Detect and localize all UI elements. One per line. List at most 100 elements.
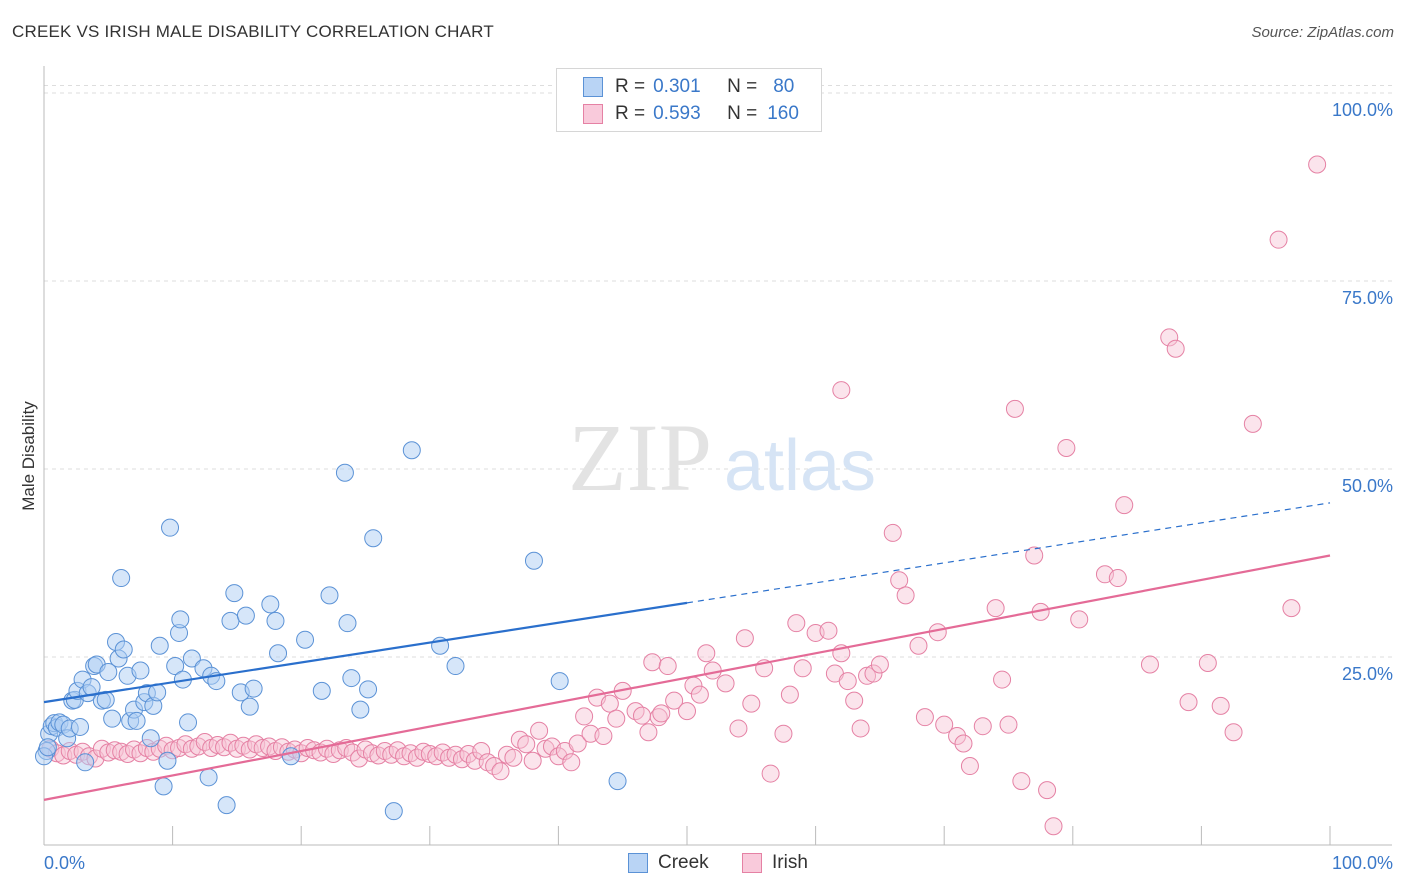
irish-point	[626, 702, 645, 721]
creek-point	[364, 529, 383, 548]
legend-n-label: N =	[727, 103, 758, 124]
legend-r-label: R =	[615, 76, 646, 97]
x-tick-label: 0.0%	[44, 853, 85, 873]
irish-point	[690, 685, 709, 704]
irish-point	[845, 691, 864, 710]
legend-n-value: 160	[767, 103, 799, 124]
irish-point	[1282, 599, 1301, 618]
irish-point	[632, 706, 651, 725]
irish-legend-swatch-icon	[742, 853, 762, 873]
irish-point	[864, 664, 883, 683]
irish-point	[652, 704, 671, 723]
irish-point	[935, 715, 954, 734]
creek-point	[166, 657, 185, 676]
watermark: ZIP atlas	[568, 404, 876, 511]
irish-point	[1108, 569, 1127, 588]
legend-row-irish: R = 0.593 N = 160	[583, 102, 799, 126]
irish-point	[1012, 772, 1031, 791]
irish-point	[465, 751, 484, 770]
bottom-legend-irish: Irish	[742, 852, 808, 874]
irish-point	[915, 708, 934, 727]
legend-n-label: N =	[727, 76, 758, 97]
irish-point	[999, 715, 1018, 734]
irish-point	[1269, 230, 1288, 249]
creek-point	[141, 729, 160, 748]
irish-point	[643, 653, 662, 672]
irish-point	[870, 655, 889, 674]
irish-point	[1198, 654, 1217, 673]
creek-point	[312, 681, 331, 700]
creek-point	[281, 747, 300, 766]
irish-point	[510, 730, 529, 749]
irish-point	[954, 734, 973, 753]
creek-point	[524, 551, 543, 570]
creek-point	[38, 738, 57, 757]
legend-n-value: 80	[773, 76, 795, 97]
irish-point	[504, 748, 523, 767]
irish-point	[774, 724, 793, 743]
creek-point	[161, 518, 180, 537]
y-tick-label: 100.0%	[1332, 100, 1393, 120]
irish-point	[973, 717, 992, 736]
creek-point	[359, 680, 378, 699]
irish-point	[1057, 438, 1076, 457]
irish-point	[1308, 155, 1327, 174]
creek-point	[240, 697, 259, 716]
irish-point	[260, 737, 279, 756]
irish-point	[678, 702, 696, 721]
irish-point	[639, 723, 658, 742]
creek-point	[261, 595, 280, 614]
creek-point	[96, 690, 115, 709]
legend: R = 0.301 N = 80 R = 0.593 N = 160	[556, 68, 822, 132]
irish-point	[735, 629, 754, 648]
creek-point	[221, 611, 240, 630]
y-axis-label: Male Disability	[19, 401, 38, 511]
irish-point	[793, 659, 812, 678]
irish-point	[993, 670, 1012, 689]
creek-point	[384, 802, 403, 821]
irish-point	[729, 719, 748, 738]
irish-point	[1243, 414, 1262, 433]
y-tick-label: 75.0%	[1342, 288, 1393, 308]
creek-point	[154, 777, 173, 796]
creek-legend-label: Creek	[658, 852, 709, 873]
irish-point	[607, 709, 626, 728]
irish-point	[787, 614, 806, 633]
watermark-zip: ZIP	[568, 404, 712, 511]
irish-point	[600, 694, 619, 713]
creek-point	[236, 606, 255, 625]
creek-point	[351, 700, 370, 719]
irish-point	[530, 721, 549, 740]
irish-point	[401, 744, 420, 763]
legend-r-value: 0.301	[653, 76, 701, 97]
creek-point	[179, 713, 198, 732]
irish-point	[1211, 696, 1230, 715]
irish-point	[665, 691, 684, 710]
creek-trend-line	[43, 601, 688, 704]
creek-point	[150, 636, 169, 655]
irish-point	[1140, 655, 1159, 674]
source-label: Source: ZipAtlas.com	[1251, 24, 1394, 41]
irish-point	[658, 657, 677, 676]
creek-point	[114, 640, 133, 659]
legend-r-value: 0.593	[653, 103, 701, 124]
y-tick-label: 50.0%	[1342, 476, 1393, 496]
irish-point	[832, 381, 851, 400]
irish-point	[1005, 399, 1024, 418]
creek-legend-swatch-icon	[628, 853, 648, 873]
irish-point	[819, 621, 838, 640]
gridlines	[44, 85, 1392, 658]
irish-point	[382, 745, 401, 764]
irish-point	[948, 726, 967, 745]
creek-point	[338, 614, 357, 633]
irish-point	[986, 599, 1005, 618]
creek-point	[225, 584, 244, 603]
irish-point	[1044, 817, 1063, 836]
irish-point	[780, 685, 799, 704]
trend-lines	[43, 502, 1331, 801]
creek-point	[182, 649, 201, 668]
creek-point	[127, 711, 146, 730]
x-tick-label: 100.0%	[1332, 853, 1393, 873]
irish-point	[594, 726, 613, 745]
